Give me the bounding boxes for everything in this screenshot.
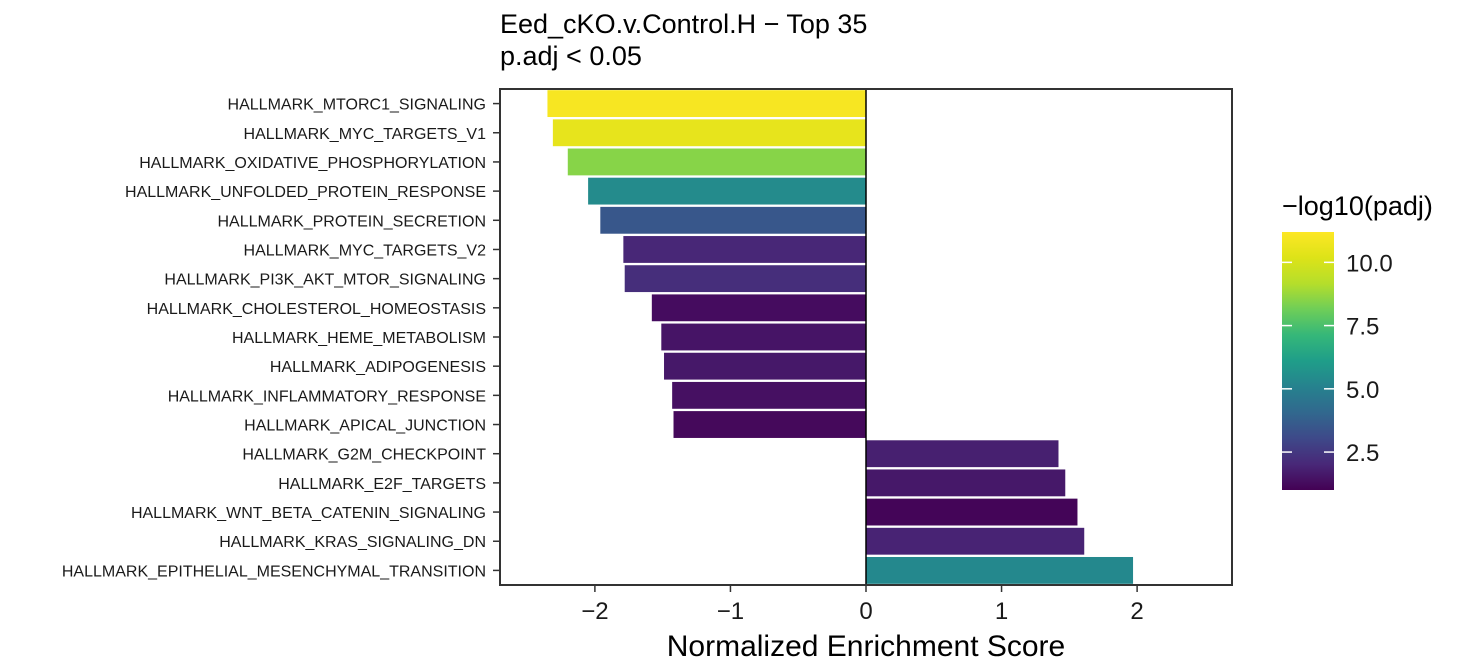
bar — [866, 556, 1134, 584]
bar — [866, 527, 1085, 555]
colorbar — [1282, 232, 1334, 490]
bar — [672, 381, 866, 409]
bars-group — [547, 90, 1134, 584]
bar — [552, 119, 866, 147]
y-tick-label: HALLMARK_OXIDATIVE_PHOSPHORYLATION — [139, 155, 486, 172]
bar — [624, 265, 866, 293]
bar — [600, 206, 866, 234]
colorbar-tick-label: 2.5 — [1346, 440, 1379, 467]
bar — [866, 440, 1059, 468]
y-tick-label: HALLMARK_PI3K_AKT_MTOR_SIGNALING — [164, 272, 486, 289]
chart-subtitle: p.adj < 0.05 — [500, 41, 642, 71]
panel-border — [499, 88, 1233, 586]
y-axis-labels: HALLMARK_MTORC1_SIGNALING HALLMARK_MYC_TA… — [62, 97, 500, 580]
bar — [661, 323, 866, 351]
x-tick-label: 1 — [995, 598, 1008, 625]
y-tick-label: HALLMARK_EPITHELIAL_MESENCHYMAL_TRANSITI… — [62, 563, 486, 580]
colorbar-tick-label: 5.0 — [1346, 377, 1379, 404]
y-tick-label: HALLMARK_MYC_TARGETS_V1 — [244, 126, 487, 143]
x-tick-label: −1 — [717, 598, 744, 625]
bar — [866, 498, 1078, 526]
y-tick-label: HALLMARK_MYC_TARGETS_V2 — [244, 242, 487, 259]
y-tick-label: HALLMARK_ADIPOGENESIS — [270, 359, 486, 376]
bar — [623, 236, 866, 263]
colorbar-tick-label: 7.5 — [1346, 314, 1379, 341]
bar — [673, 411, 866, 438]
y-tick-label: HALLMARK_KRAS_SIGNALING_DN — [219, 534, 486, 551]
y-tick-label: HALLMARK_APICAL_JUNCTION — [244, 418, 486, 435]
y-tick-label: HALLMARK_G2M_CHECKPOINT — [242, 447, 486, 464]
y-tick-label: HALLMARK_CHOLESTEROL_HOMEOSTASIS — [147, 301, 486, 318]
x-tick-label: 2 — [1130, 598, 1143, 625]
y-tick-label: HALLMARK_INFLAMMATORY_RESPONSE — [168, 388, 486, 405]
y-tick-label: HALLMARK_PROTEIN_SECRETION — [217, 213, 486, 230]
bar — [664, 352, 866, 380]
colorbar-ticks: 2.5 5.0 7.5 10.0 — [1282, 250, 1393, 467]
bar — [547, 90, 866, 118]
colorbar-title: −log10(padj) — [1282, 191, 1433, 221]
y-tick-label: HALLMARK_E2F_TARGETS — [278, 476, 486, 493]
y-tick-label: HALLMARK_MTORC1_SIGNALING — [228, 97, 486, 114]
x-axis-title: Normalized Enrichment Score — [667, 630, 1065, 662]
x-tick-label: −2 — [581, 598, 608, 625]
y-tick-label: HALLMARK_WNT_BETA_CATENIN_SIGNALING — [131, 505, 486, 522]
colorbar-legend: −log10(padj) 2.5 5.0 7.5 10.0 — [1282, 191, 1433, 490]
bar — [588, 177, 866, 205]
colorbar-tick-label: 10.0 — [1346, 250, 1393, 277]
y-tick-label: HALLMARK_UNFOLDED_PROTEIN_RESPONSE — [125, 184, 486, 201]
bar — [651, 294, 866, 322]
x-axis: −2 −1 0 1 2 — [581, 585, 1144, 625]
y-tick-label: HALLMARK_HEME_METABOLISM — [232, 330, 486, 347]
bar — [567, 148, 866, 176]
bar — [866, 469, 1066, 497]
chart-title: Eed_cKO.v.Control.H − Top 35 — [500, 9, 867, 39]
x-tick-label: 0 — [859, 598, 872, 625]
